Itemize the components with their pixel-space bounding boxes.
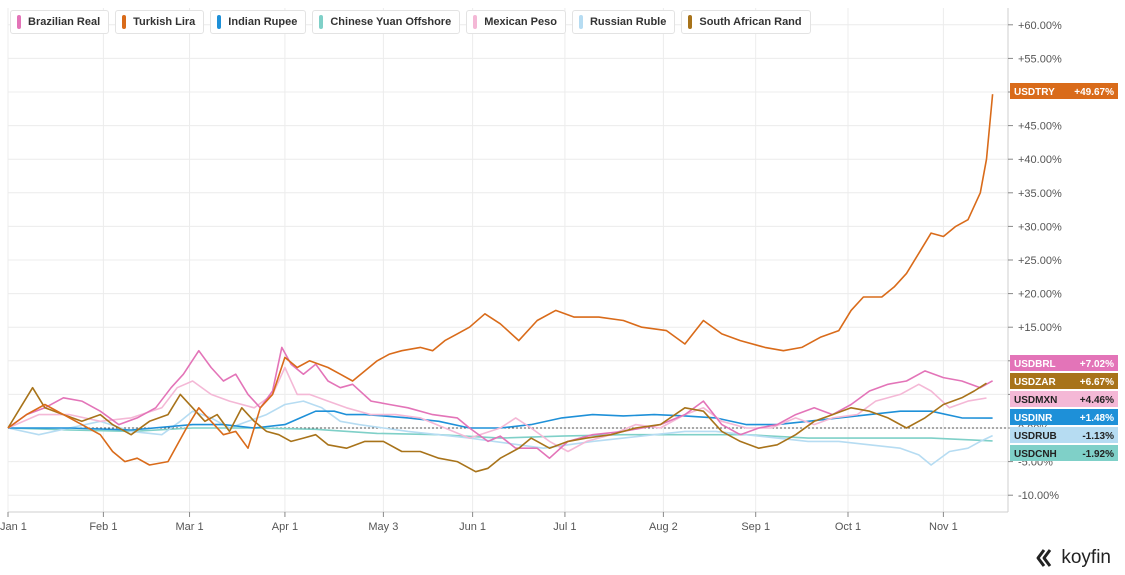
- series-line-usdcnh: [7, 427, 993, 442]
- y-tick-label: +15.00%: [1018, 322, 1062, 334]
- end-label-box: [1010, 391, 1118, 407]
- legend-item-usdmxn[interactable]: Mexican Peso: [466, 10, 566, 34]
- legend-label: South African Rand: [699, 16, 802, 28]
- end-label-ticker: USDCNH: [1014, 449, 1057, 460]
- x-tick-label: Jun 1: [459, 521, 486, 533]
- legend-item-usdcnh[interactable]: Chinese Yuan Offshore: [312, 10, 461, 34]
- koyfin-logo-icon: [1036, 549, 1052, 567]
- series-line-usdrub: [7, 400, 993, 466]
- x-tick-label: Apr 1: [272, 521, 298, 533]
- end-label-box: [1010, 445, 1118, 461]
- legend-label: Turkish Lira: [133, 16, 196, 28]
- y-tick-label: +45.00%: [1018, 121, 1062, 133]
- legend-label: Mexican Peso: [484, 16, 557, 28]
- end-label-value: +7.02%: [1080, 359, 1114, 370]
- end-label-ticker: USDMXN: [1014, 395, 1057, 406]
- grid-lines: [7, 8, 1008, 512]
- end-label-box: [1010, 83, 1118, 99]
- end-label-ticker: USDRUB: [1014, 431, 1057, 442]
- legend-swatch: [578, 15, 583, 29]
- end-label-usdmxn: USDMXN +4.46%: [1010, 391, 1118, 407]
- x-tick-label: Mar 1: [175, 521, 203, 533]
- legend-label: Russian Ruble: [589, 16, 667, 28]
- legend-item-usdinr[interactable]: Indian Rupee: [210, 10, 307, 34]
- end-label-box: [1010, 409, 1118, 425]
- series-lines: [7, 94, 994, 473]
- x-tick-label: Nov 1: [929, 521, 958, 533]
- x-tick-label: Aug 2: [649, 521, 678, 533]
- series-line-usdbrl: [7, 346, 993, 459]
- koyfin-logo-text: koyfin: [1061, 547, 1111, 568]
- x-tick-label: May 3: [368, 521, 398, 533]
- legend-item-usdtry[interactable]: Turkish Lira: [115, 10, 205, 34]
- end-label-ticker: USDBRL: [1014, 359, 1056, 370]
- end-label-usdbrl: USDBRL +7.02%: [1010, 355, 1118, 371]
- y-tick-label: +55.00%: [1018, 53, 1062, 65]
- legend-label: Brazilian Real: [28, 16, 101, 28]
- end-label-value: +1.48%: [1080, 413, 1114, 424]
- x-axis-ticks: Jan 1 Feb 1 Mar 1 Apr 1 May 3 Jun 1 Jul 1 Aug 2…: [0, 512, 958, 533]
- y-tick-label: +35.00%: [1018, 188, 1062, 200]
- legend: Brazilian Real Turkish Lira Indian Rupee Ch…: [10, 10, 811, 34]
- legend-label: Indian Rupee: [228, 16, 298, 28]
- y-tick-label: +25.00%: [1018, 255, 1062, 267]
- legend-item-usdbrl[interactable]: Brazilian Real: [10, 10, 110, 34]
- legend-swatch: [688, 15, 693, 29]
- x-tick-label: Sep 1: [741, 521, 770, 533]
- series-end-labels: USDTRY +49.67%USDBRL +7.02%USDZAR +6.67%USD…: [1010, 83, 1118, 461]
- legend-swatch: [473, 15, 478, 29]
- y-tick-label: -10.00%: [1018, 490, 1059, 502]
- end-label-usdrub: USDRUB -1.13%: [1010, 427, 1118, 443]
- series-line-usdmxn: [7, 366, 987, 453]
- end-label-usdzar: USDZAR +6.67%: [1010, 373, 1118, 389]
- x-tick-label: Oct 1: [835, 521, 861, 533]
- end-label-usdinr: USDINR +1.48%: [1010, 409, 1118, 425]
- x-tick-label: Jan 1: [0, 521, 27, 533]
- legend-swatch: [217, 15, 222, 29]
- end-label-ticker: USDZAR: [1014, 377, 1056, 388]
- end-label-box: [1010, 427, 1118, 443]
- y-tick-label: +40.00%: [1018, 154, 1062, 166]
- end-label-value: -1.13%: [1082, 431, 1114, 442]
- end-label-usdtry: USDTRY +49.67%: [1010, 83, 1118, 99]
- end-label-value: +6.67%: [1080, 377, 1114, 388]
- end-label-value: +4.46%: [1080, 395, 1114, 406]
- end-label-box: [1010, 355, 1118, 371]
- legend-swatch: [122, 15, 127, 29]
- legend-swatch: [319, 15, 324, 29]
- end-label-value: -1.92%: [1082, 449, 1114, 460]
- end-label-ticker: USDINR: [1014, 413, 1053, 424]
- y-tick-label: +30.00%: [1018, 221, 1062, 233]
- x-tick-label: Feb 1: [89, 521, 117, 533]
- koyfin-logo: koyfin: [1035, 547, 1111, 569]
- end-label-ticker: USDTRY: [1014, 87, 1055, 98]
- legend-item-usdzar[interactable]: South African Rand: [681, 10, 811, 34]
- legend-swatch: [17, 15, 21, 29]
- end-label-box: [1010, 373, 1118, 389]
- y-tick-label: +20.00%: [1018, 289, 1062, 301]
- y-tick-label: +60.00%: [1018, 20, 1062, 32]
- legend-item-usdrub[interactable]: Russian Ruble: [571, 10, 676, 34]
- end-label-value: +49.67%: [1074, 87, 1114, 98]
- end-label-usdcnh: USDCNH -1.92%: [1010, 445, 1118, 461]
- series-line-usdtry: [7, 94, 994, 466]
- x-tick-label: Jul 1: [553, 521, 576, 533]
- legend-label: Chinese Yuan Offshore: [330, 16, 452, 28]
- series-line-usdzar: [7, 382, 987, 473]
